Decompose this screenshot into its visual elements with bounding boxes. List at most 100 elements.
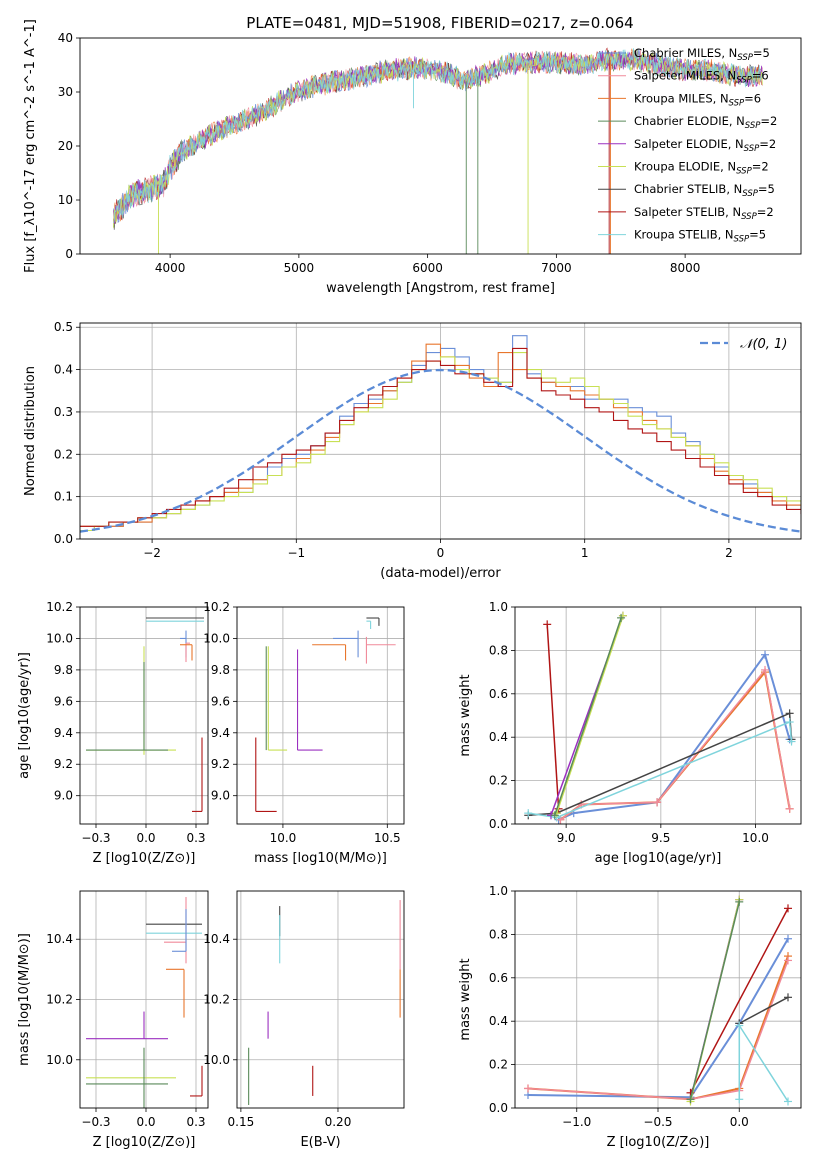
x-tick-label: −2: [143, 546, 161, 560]
y-tick-label: 9.0: [54, 789, 73, 803]
legend-entry-text: Kroupa STELIB, N: [634, 228, 734, 242]
legend-entry-sub: SSP: [734, 235, 750, 245]
legend-entry-suffix: =6: [744, 91, 761, 105]
legend-entry-suffix: =5: [749, 228, 766, 242]
legend-entry-suffix: =5: [758, 182, 775, 196]
legend-entry: Chabrier MILES, NSSP=5: [634, 46, 770, 63]
legend-entry: Kroupa MILES, NSSP=6: [634, 91, 761, 108]
legend-entry-sub: SSP: [737, 53, 753, 63]
axes-frame: [236, 890, 405, 1109]
legend-entry-sub: SSP: [745, 121, 761, 131]
errorbar-points: [248, 900, 401, 1105]
legend-entry-text: Salpeter MILES, N: [634, 69, 736, 83]
legend-entry: Kroupa STELIB, NSSP=5: [634, 228, 766, 245]
axes-frame: [514, 890, 802, 1109]
y-tick-label: 10.4: [203, 932, 230, 946]
x-axis-label: Z [log10(Z/Z⊙)]: [93, 851, 196, 866]
weight-lines: [524, 895, 792, 1106]
spectrum-series: [113, 48, 763, 224]
legend-entry-text: Salpeter STELIB, N: [634, 205, 741, 219]
spectrum-lines: [113, 47, 763, 254]
y-axis-label: mass weight: [458, 674, 473, 756]
legend-entry: Salpeter MILES, NSSP=6: [634, 69, 769, 86]
y-axis-label: Normed distribution: [23, 366, 38, 496]
legend-entry-text: Chabrier STELIB, N: [634, 182, 742, 196]
y-tick-label: 10.0: [46, 631, 73, 645]
x-tick-label: 0.0: [136, 1115, 155, 1129]
y-tick-label: 1.0: [489, 600, 508, 614]
weight-series: [738, 996, 789, 1025]
x-tick-label: 1: [581, 546, 589, 560]
x-tick-label: 2: [725, 546, 733, 560]
y-tick-label: 10: [58, 193, 73, 207]
x-tick-label: 0.15: [228, 1115, 255, 1129]
x-tick-label: 5000: [284, 261, 315, 275]
legend-entry-sub: SSP: [741, 212, 757, 222]
weight-series: [546, 624, 560, 809]
errorbar-points: [86, 897, 203, 1108]
legend-entry: Salpeter ELODIE, NSSP=2: [634, 137, 776, 154]
legend-entry: Salpeter STELIB, NSSP=2: [634, 205, 774, 222]
y-tick-label: 9.4: [54, 726, 73, 740]
x-tick-label: −0.3: [81, 831, 110, 845]
y-tick-label: 9.6: [54, 694, 73, 708]
weight-series: [689, 901, 741, 1100]
legend-entry-sub: SSP: [729, 98, 745, 108]
legend-entry-sub: SSP: [742, 189, 758, 199]
mass_weight_vs_age-panel: 9.0 9.5 10.0 0.0 0.2 0.4 0.6 0.8 1.0 age [log10(a…: [458, 600, 802, 866]
y-tick-label: 0.6: [489, 971, 508, 985]
mass_weight_vs_Z-panel: −1.0 −0.5 0.0 0.0 0.2 0.4 0.6 0.8 1.0 Z [log10(Z/…: [458, 884, 802, 1150]
y-tick-label: 0.0: [54, 532, 73, 546]
x-tick-label: 10.0: [742, 831, 769, 845]
legend-entry: Chabrier ELODIE, NSSP=2: [634, 114, 777, 131]
legend-entry-sub: SSP: [736, 167, 752, 177]
y-tick-label: 9.4: [211, 726, 230, 740]
axes-frame: [79, 322, 802, 540]
y-tick-label: 10.2: [203, 600, 230, 614]
legend-entry-text: Kroupa MILES, N: [634, 91, 729, 105]
x-axis-label: wavelength [Angstrom, rest frame]: [326, 281, 555, 296]
y-axis-label: mass [log10(M/M⊙)]: [17, 933, 32, 1066]
y-tick-label: 9.2: [211, 757, 230, 771]
legend-entry-suffix: =2: [757, 205, 774, 219]
y-tick-label: 0.0: [489, 1101, 508, 1115]
legend-entry-text: Kroupa ELODIE, N: [634, 160, 736, 174]
axes-frame: [236, 606, 405, 825]
y-tick-label: 0.0: [489, 817, 508, 831]
legend-entry: Chabrier STELIB, NSSP=5: [634, 182, 775, 199]
y-tick-label: 0.3: [54, 405, 73, 419]
x-tick-label: 10.0: [270, 831, 297, 845]
spectrum-panel: 4000 5000 6000 7000 8000 0 10 20 30 40 wavelength …: [23, 19, 802, 296]
x-axis-label: Z [log10(Z/Z⊙)]: [93, 1135, 196, 1150]
legend-entry-suffix: =6: [752, 69, 769, 83]
charts-layer: 4000 5000 6000 7000 8000010203040wavelength …: [17, 19, 802, 1150]
errorbar-points: [255, 617, 396, 812]
legend-entry-sub: SSP: [744, 144, 760, 154]
weight-series: [555, 615, 624, 814]
y-tick-label: 10.2: [46, 600, 73, 614]
histogram-steps: [80, 335, 801, 533]
y-tick-label: 9.0: [211, 789, 230, 803]
y-tick-label: 0.4: [54, 363, 73, 377]
x-axis-label: (data-model)/error: [380, 566, 501, 581]
x-tick-label: 0.3: [186, 1115, 205, 1129]
x-axis-label: mass [log10(M/M⊙)]: [254, 851, 387, 866]
y-tick-label: 9.8: [211, 663, 230, 677]
spectrum-series: [113, 50, 763, 225]
axes-frame: [79, 37, 802, 255]
x-tick-label: 10.5: [374, 831, 401, 845]
y-tick-label: 10.2: [203, 993, 230, 1007]
histogram-series: [80, 352, 801, 532]
histogram-series: [80, 347, 801, 527]
legend-entry-text: Salpeter ELODIE, N: [634, 137, 744, 151]
y-tick-label: 0: [65, 247, 73, 261]
y-tick-label: 0.6: [489, 687, 508, 701]
x-tick-label: 4000: [155, 261, 186, 275]
y-tick-label: 10.0: [203, 631, 230, 645]
y-tick-label: 20: [58, 139, 73, 153]
y-tick-label: 10.2: [46, 993, 73, 1007]
x-tick-label: 0.0: [730, 1115, 749, 1129]
y-tick-label: 0.8: [489, 927, 508, 941]
y-tick-label: 9.6: [211, 694, 230, 708]
